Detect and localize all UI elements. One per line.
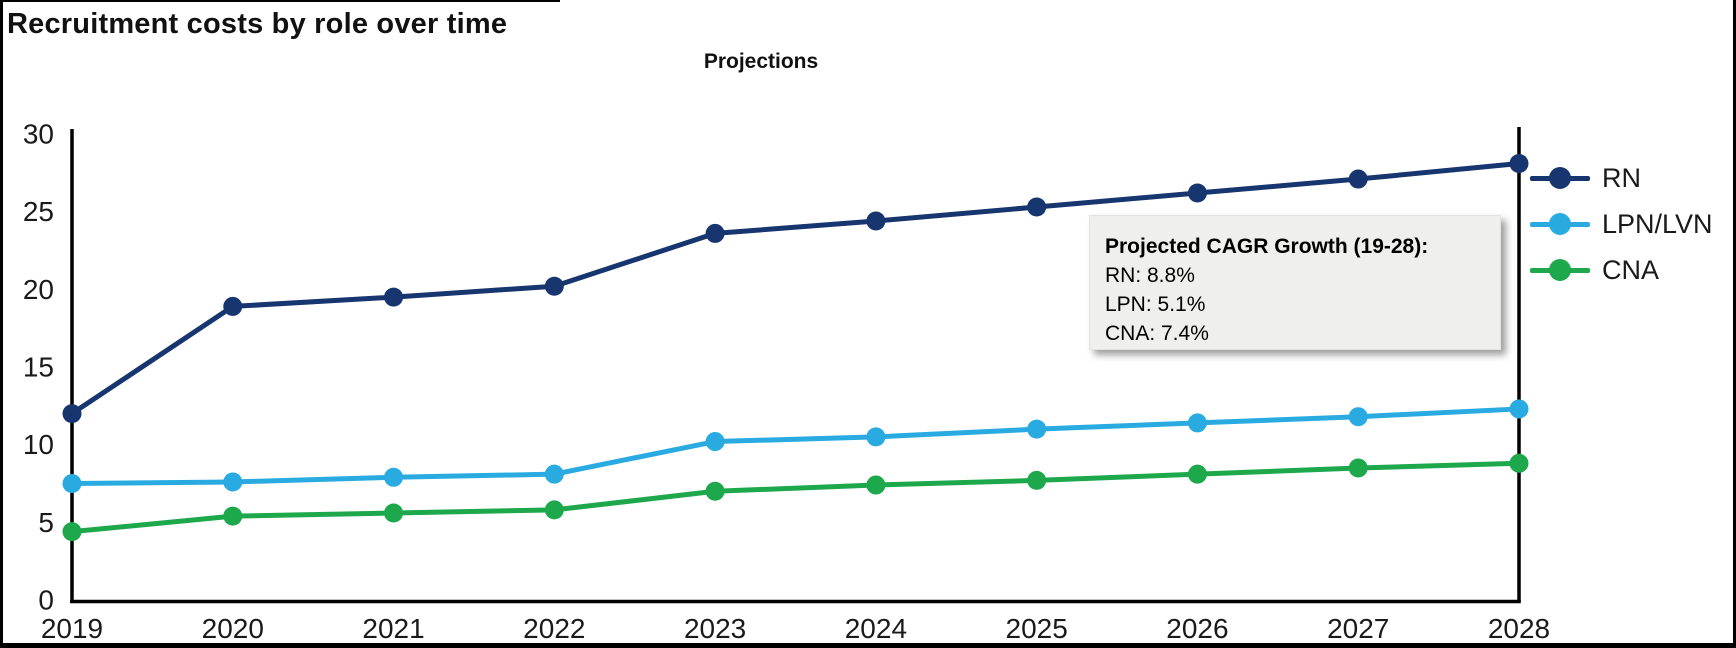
legend-item-cna: CNA bbox=[1530, 247, 1713, 293]
lpn-line-marker-icon bbox=[1530, 213, 1590, 235]
series-cna-line bbox=[69, 460, 1522, 535]
chart-legend: RN LPN/LVN CNA bbox=[1530, 155, 1713, 293]
x-tick-label: 2019 bbox=[41, 613, 103, 644]
y-tick-label: 20 bbox=[23, 274, 54, 305]
data-point-lpn-lvn-2026 bbox=[1187, 413, 1207, 433]
data-point-lpn-lvn-2019 bbox=[62, 474, 82, 493]
chart-title: Recruitment costs by role over time bbox=[7, 8, 508, 40]
legend-label-lpn-lvn: LPN/LVN bbox=[1602, 208, 1713, 239]
x-tick-label: 2027 bbox=[1327, 613, 1389, 644]
data-point-lpn-lvn-2021 bbox=[384, 467, 404, 487]
x-tick-label: 2028 bbox=[1488, 613, 1550, 644]
data-point-cna-2020 bbox=[223, 506, 243, 526]
data-point-rn-2027 bbox=[1348, 169, 1368, 189]
rn-line-marker-icon bbox=[1530, 167, 1590, 189]
cagr-annotation-cna: CNA: 7.4% bbox=[1105, 322, 1209, 345]
data-point-cna-2026 bbox=[1187, 464, 1207, 484]
data-point-cna-2021 bbox=[384, 503, 404, 523]
y-tick-label: 30 bbox=[23, 119, 54, 150]
data-point-lpn-lvn-2024 bbox=[866, 427, 886, 447]
data-point-lpn-lvn-2020 bbox=[223, 472, 243, 492]
y-tick-label: 0 bbox=[38, 585, 54, 616]
data-point-cna-2028 bbox=[1509, 453, 1529, 473]
x-tick-label: 2020 bbox=[202, 613, 264, 644]
cagr-annotation-lpn: LPN: 5.1% bbox=[1105, 293, 1206, 316]
x-tick-label: 2025 bbox=[1006, 613, 1068, 644]
data-point-rn-2023 bbox=[705, 223, 725, 243]
series-lpn-lvn-line bbox=[69, 406, 1522, 486]
data-point-lpn-lvn-2022 bbox=[544, 464, 564, 484]
chart-subtitle: Projections bbox=[703, 50, 819, 73]
data-point-rn-2020 bbox=[223, 296, 243, 316]
y-tick-label: 25 bbox=[23, 196, 54, 227]
legend-item-lpn-lvn: LPN/LVN bbox=[1530, 201, 1713, 247]
data-point-lpn-lvn-2028 bbox=[1509, 399, 1529, 419]
screenshot-border-top bbox=[0, 0, 560, 2]
series-rn-line bbox=[69, 161, 1522, 417]
x-tick-label: 2023 bbox=[684, 613, 746, 644]
legend-label-cna: CNA bbox=[1602, 254, 1660, 285]
y-tick-label: 15 bbox=[23, 352, 54, 383]
data-point-rn-2026 bbox=[1187, 183, 1207, 203]
cagr-annotation-box: Projected CAGR Growth (19-28): RN: 8.8% … bbox=[1089, 215, 1501, 350]
x-tick-label: 2026 bbox=[1166, 613, 1228, 644]
data-point-lpn-lvn-2027 bbox=[1348, 407, 1368, 427]
data-point-cna-2023 bbox=[705, 481, 725, 501]
cagr-annotation-heading: Projected CAGR Growth (19-28): bbox=[1105, 235, 1429, 258]
screenshot-border-left bbox=[0, 0, 3, 648]
cna-line-marker-icon bbox=[1530, 259, 1590, 281]
data-point-rn-2024 bbox=[866, 211, 886, 231]
legend-label-rn: RN bbox=[1602, 162, 1641, 193]
data-point-rn-2019 bbox=[62, 404, 82, 424]
y-tick-label: 5 bbox=[38, 507, 54, 538]
data-point-lpn-lvn-2023 bbox=[705, 432, 725, 452]
screenshot-border-right bbox=[1733, 0, 1736, 648]
data-point-rn-2021 bbox=[384, 287, 404, 307]
x-tick-label: 2022 bbox=[523, 613, 585, 644]
data-point-rn-2022 bbox=[544, 276, 564, 296]
screenshot-border-bottom bbox=[0, 643, 1736, 648]
data-point-cna-2027 bbox=[1348, 458, 1368, 478]
x-tick-label: 2024 bbox=[845, 613, 907, 644]
data-point-lpn-lvn-2025 bbox=[1027, 419, 1047, 439]
cagr-annotation-rn: RN: 8.8% bbox=[1105, 264, 1195, 287]
data-point-cna-2019 bbox=[62, 522, 82, 542]
data-point-cna-2025 bbox=[1027, 470, 1047, 490]
x-tick-label: 2021 bbox=[362, 613, 424, 644]
data-point-cna-2024 bbox=[866, 475, 886, 495]
data-point-rn-2025 bbox=[1027, 197, 1047, 217]
y-tick-label: 10 bbox=[23, 429, 54, 460]
data-point-rn-2028 bbox=[1509, 154, 1529, 174]
data-point-cna-2022 bbox=[544, 500, 564, 520]
legend-item-rn: RN bbox=[1530, 155, 1713, 201]
